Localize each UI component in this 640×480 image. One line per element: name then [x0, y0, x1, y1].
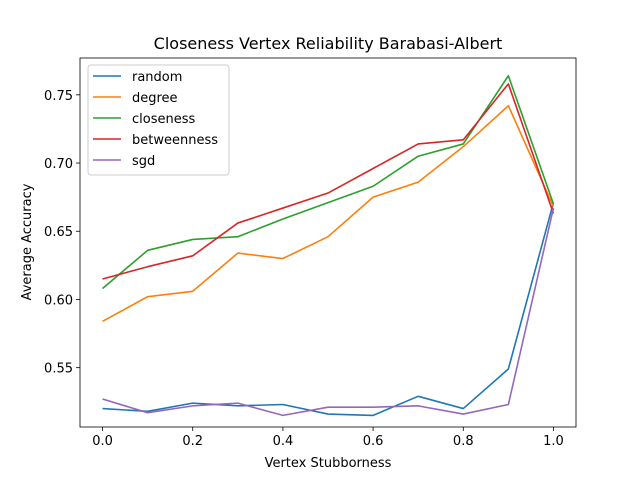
legend-label-betweenness: betweenness — [132, 133, 218, 148]
legend-label-sgd: sgd — [132, 154, 155, 169]
y-tick-label: 0.55 — [44, 362, 73, 377]
y-axis-ticks: 0.55 0.60 0.65 0.70 0.75 — [44, 89, 80, 377]
legend-box — [87, 64, 230, 176]
legend-label-closeness: closeness — [132, 112, 195, 127]
legend-label-random: random — [132, 70, 182, 85]
y-tick-label: 0.65 — [44, 225, 73, 240]
x-axis-ticks: 0.0 0.2 0.4 0.6 0.8 1.0 — [92, 427, 564, 449]
x-tick-label: 0.4 — [273, 434, 294, 449]
series-line-betweenness — [102, 83, 555, 280]
x-axis-label: Vertex Stubborness — [265, 456, 392, 471]
x-tick-label: 0.0 — [92, 434, 113, 449]
y-axis-label: Average Accuracy — [20, 183, 35, 300]
chart-title: Closeness Vertex Reliability Barabasi-Al… — [154, 34, 503, 53]
series-line-random — [102, 202, 555, 417]
x-tick-label: 1.0 — [543, 434, 564, 449]
legend-label-degree: degree — [132, 91, 178, 106]
series-line-degree — [102, 104, 555, 322]
y-tick-label: 0.75 — [44, 89, 73, 104]
series-layer — [102, 74, 555, 417]
x-tick-label: 0.6 — [363, 434, 384, 449]
x-tick-label: 0.8 — [453, 434, 474, 449]
x-tick-label: 0.2 — [182, 434, 203, 449]
legend: random degree closeness betweenness sgd — [87, 64, 230, 176]
y-tick-label: 0.70 — [44, 157, 73, 172]
series-line-sgd — [102, 207, 555, 417]
plot-frame — [79, 57, 577, 428]
y-tick-label: 0.60 — [44, 293, 73, 308]
